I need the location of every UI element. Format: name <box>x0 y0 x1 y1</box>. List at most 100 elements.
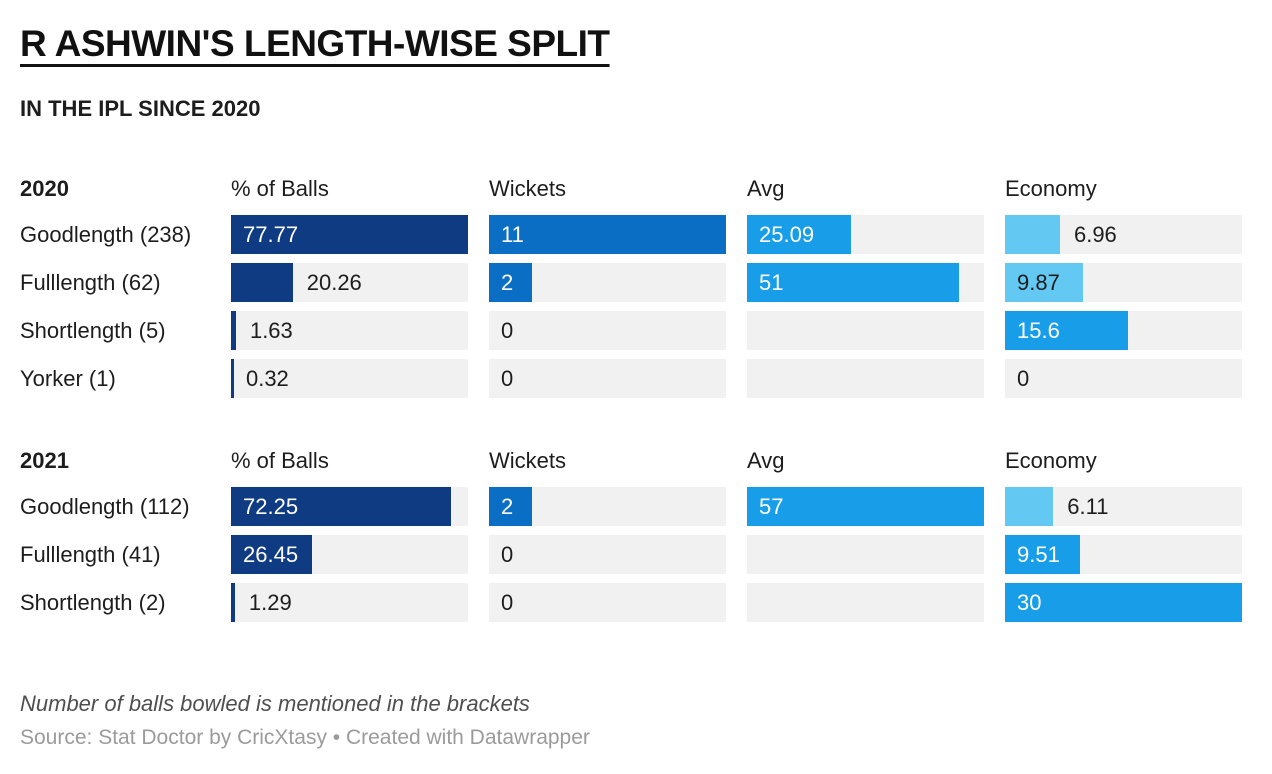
bar-track: 77.77 <box>231 215 468 254</box>
bar-value: 0 <box>501 542 514 567</box>
bar-track: 0 <box>489 583 726 622</box>
bar <box>1005 583 1242 622</box>
bar <box>231 487 452 526</box>
bar-value: 2 <box>501 270 514 295</box>
bar-track: 0 <box>489 359 726 398</box>
bar-value: 11 <box>501 222 524 247</box>
column-header: Economy <box>1005 176 1097 201</box>
row-label: Shortlength (2) <box>20 590 166 615</box>
column-header: Avg <box>747 176 785 201</box>
bar-value: 6.11 <box>1067 494 1109 519</box>
page-subtitle: IN THE IPL SINCE 2020 <box>20 96 261 121</box>
bar-track <box>747 583 984 622</box>
table-row: Fulllength (62) 20.26 2 51 9.87 <box>20 263 1242 302</box>
bar-track <box>747 535 984 574</box>
table-row: Goodlength (112) 72.25 2 57 6.11 <box>20 487 1242 526</box>
bar <box>231 535 312 574</box>
footnote: Number of balls bowled is mentioned in t… <box>20 691 530 716</box>
row-label: Yorker (1) <box>20 366 116 391</box>
column-header: Economy <box>1005 448 1097 473</box>
column-header: Wickets <box>489 448 566 473</box>
bar-value: 0 <box>1017 366 1030 391</box>
bar <box>1005 263 1083 302</box>
bar <box>231 263 293 302</box>
bar <box>489 215 726 254</box>
bar <box>1005 215 1060 254</box>
bar-track: 51 <box>747 263 984 302</box>
bar <box>1005 311 1129 350</box>
column-header: Avg <box>747 448 785 473</box>
page-title: R ASHWIN'S LENGTH-WISE SPLIT <box>20 23 610 64</box>
bar-value: 0 <box>501 590 514 615</box>
bar-value: 57 <box>759 494 784 519</box>
bar-value: 72.25 <box>243 494 299 519</box>
bar <box>231 359 234 398</box>
column-header: % of Balls <box>231 448 329 473</box>
bar-track: 1.63 <box>231 311 468 350</box>
bar-track: 20.26 <box>231 263 468 302</box>
row-label: Shortlength (5) <box>20 318 166 343</box>
bar-value: 51 <box>759 270 784 295</box>
bar-value: 77.77 <box>243 222 299 247</box>
section-year-label: 2021 <box>20 448 69 473</box>
bar-track: 6.96 <box>1005 215 1242 254</box>
bar <box>231 215 468 254</box>
bar-track: 2 <box>489 263 726 302</box>
table-header-row: 2021 % of Balls Wickets Avg Economy <box>20 448 1242 474</box>
table-header-row: 2020 % of Balls Wickets Avg Economy <box>20 176 1242 202</box>
table-row: Shortlength (5) 1.63 0 15.6 <box>20 311 1242 350</box>
bar <box>747 263 960 302</box>
row-label: Fulllength (41) <box>20 542 161 567</box>
bar-value: 30 <box>1017 590 1042 615</box>
bar <box>489 263 533 302</box>
bar-track: 0.32 <box>231 359 468 398</box>
bar-track: 6.11 <box>1005 487 1242 526</box>
bar-track: 2 <box>489 487 726 526</box>
bar-track <box>747 311 984 350</box>
bar <box>231 583 235 622</box>
row-label: Goodlength (112) <box>20 494 190 519</box>
bar-track: 11 <box>489 215 726 254</box>
bar-track: 57 <box>747 487 984 526</box>
bar-track: 0 <box>1005 359 1242 398</box>
bar-value: 1.29 <box>248 590 292 615</box>
bar-track: 9.51 <box>1005 535 1242 574</box>
bar-value: 0 <box>501 366 514 391</box>
bar <box>231 311 236 350</box>
bar-value: 15.6 <box>1017 318 1060 343</box>
bar-track: 0 <box>489 535 726 574</box>
table-row: Shortlength (2) 1.29 0 30 <box>20 583 1242 622</box>
bar-value: 0 <box>501 318 514 343</box>
bar-value: 9.51 <box>1017 542 1060 567</box>
bar-value: 25.09 <box>759 222 815 247</box>
table-2021: 2021 % of Balls Wickets Avg Economy Goodlengt… <box>20 448 1242 622</box>
column-header: Wickets <box>489 176 566 201</box>
bar <box>747 215 852 254</box>
table-row: Fulllength (41) 26.45 0 9.51 <box>20 535 1242 574</box>
row-label: Fulllength (62) <box>20 270 161 295</box>
bar-value: 1.63 <box>249 318 293 343</box>
bar-track: 30 <box>1005 583 1242 622</box>
bar <box>1005 487 1054 526</box>
section-year-label: 2020 <box>20 176 69 201</box>
bar-track: 0 <box>489 311 726 350</box>
bar-track: 26.45 <box>231 535 468 574</box>
bar-track: 9.87 <box>1005 263 1242 302</box>
source-line: Source: Stat Doctor by CricXtasy • Creat… <box>20 726 590 749</box>
table-row: Goodlength (238) 77.77 11 25.09 6.96 <box>20 215 1242 254</box>
bar-track: 72.25 <box>231 487 468 526</box>
chart-container: R ASHWIN'S LENGTH-WISE SPLIT IN THE IPL … <box>20 23 1242 749</box>
bar-track <box>747 359 984 398</box>
bar-value: 2 <box>501 494 514 519</box>
column-header: % of Balls <box>231 176 329 201</box>
bar <box>1005 535 1081 574</box>
bar-value: 9.87 <box>1017 270 1060 295</box>
table-row: Yorker (1) 0.32 0 0 <box>20 359 1242 398</box>
row-label: Goodlength (238) <box>20 222 192 247</box>
bar-track: 15.6 <box>1005 311 1242 350</box>
bar <box>747 487 984 526</box>
bar-value: 26.45 <box>243 542 299 567</box>
bar-value: 0.32 <box>245 366 289 391</box>
table-2020: 2020 % of Balls Wickets Avg Economy Goodlengt… <box>20 176 1242 398</box>
bar-track: 25.09 <box>747 215 984 254</box>
